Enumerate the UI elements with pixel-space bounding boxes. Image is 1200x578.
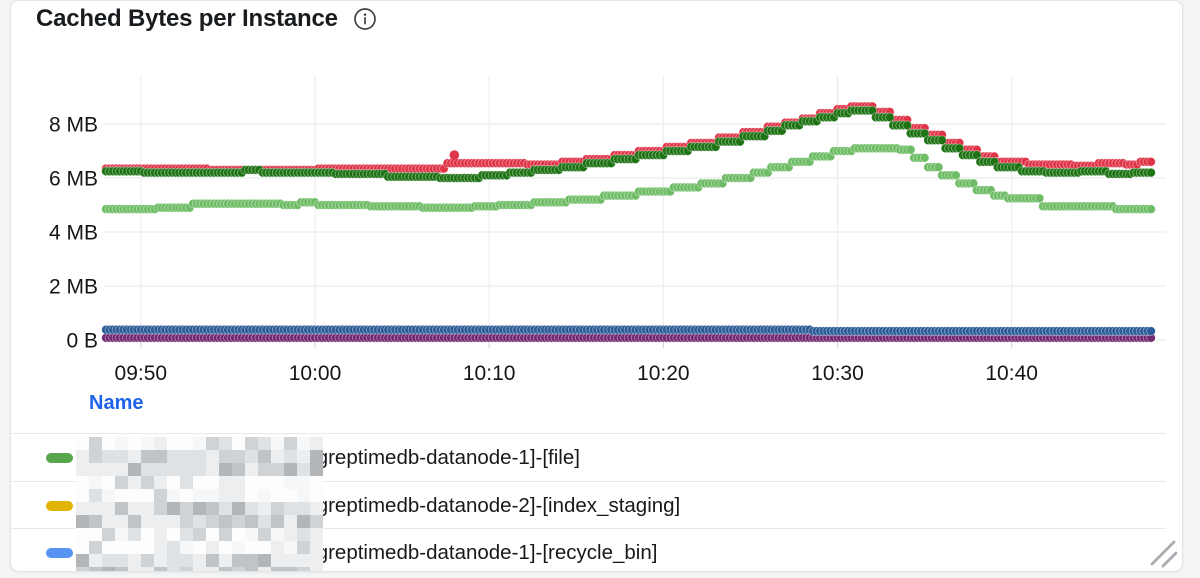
- legend-table: Name [greptimedb-datanode-1]-[file] [grep…: [11, 389, 1182, 571]
- y-axis-tick-label: 4 MB: [49, 222, 98, 245]
- y-axis-tick-label: 2 MB: [49, 276, 98, 299]
- x-axis-tick-label: 10:30: [811, 362, 864, 385]
- series-dark-blue: [101, 324, 1156, 336]
- x-axis-tick-label: 09:50: [115, 362, 168, 385]
- time-series-chart[interactable]: 0 B 2 MB 4 MB 6 MB 8 MB 09:50 10:00 10:10 10:20 1…: [11, 1, 1182, 401]
- x-axis-tick-label: 10:40: [985, 362, 1038, 385]
- y-axis-labels: 0 B 2 MB 4 MB 6 MB 8 MB: [49, 114, 98, 353]
- x-axis-labels: 09:50 10:00 10:10 10:20 10:30 10:40: [115, 362, 1038, 385]
- y-axis-tick-label: 0 B: [66, 330, 98, 353]
- legend-row[interactable]: [greptimedb-datanode-2]-[index_staging]: [11, 480, 1166, 529]
- panel-resize-handle[interactable]: [1148, 538, 1178, 568]
- legend-name-header[interactable]: Name: [89, 392, 143, 415]
- panel-header: Cached Bytes per Instance: [36, 5, 377, 33]
- legend-series-name[interactable]: [greptimedb-datanode-2]-[index_staging]: [311, 493, 681, 517]
- legend-series-name[interactable]: [greptimedb-datanode-1]-[recycle_bin]: [311, 541, 658, 564]
- series-dark-green: [101, 105, 1156, 183]
- y-axis-tick-label: 8 MB: [49, 114, 98, 137]
- x-tick-marks: [140, 342, 1013, 348]
- censored-region: [76, 437, 323, 571]
- series-color-swatch[interactable]: [46, 548, 73, 558]
- legend-name-header-label: Name: [89, 392, 144, 414]
- series-light-green: [101, 143, 1156, 214]
- legend-row[interactable]: [greptimedb-datanode-1]-[file]: [11, 433, 1166, 481]
- panel-cached-bytes: Cached Bytes per Instance 0 B 2 MB 4 MB 6 M…: [10, 0, 1183, 572]
- series-color-swatch[interactable]: [46, 500, 73, 511]
- x-axis-tick-label: 10:20: [637, 362, 690, 385]
- x-axis-tick-label: 10:00: [289, 362, 342, 385]
- series-color-swatch[interactable]: [46, 453, 73, 463]
- y-axis-tick-label: 6 MB: [49, 168, 98, 191]
- x-axis-tick-label: 10:10: [463, 362, 516, 385]
- info-icon[interactable]: [353, 7, 377, 31]
- panel-title: Cached Bytes per Instance: [36, 5, 338, 32]
- legend-row[interactable]: [greptimedb-datanode-1]-[recycle_bin]: [11, 528, 1166, 571]
- legend-series-name[interactable]: [greptimedb-datanode-1]-[file]: [311, 446, 580, 469]
- series-purple: [101, 333, 1156, 343]
- outlier-points: [449, 150, 460, 160]
- info-circle-glyph: [353, 8, 376, 30]
